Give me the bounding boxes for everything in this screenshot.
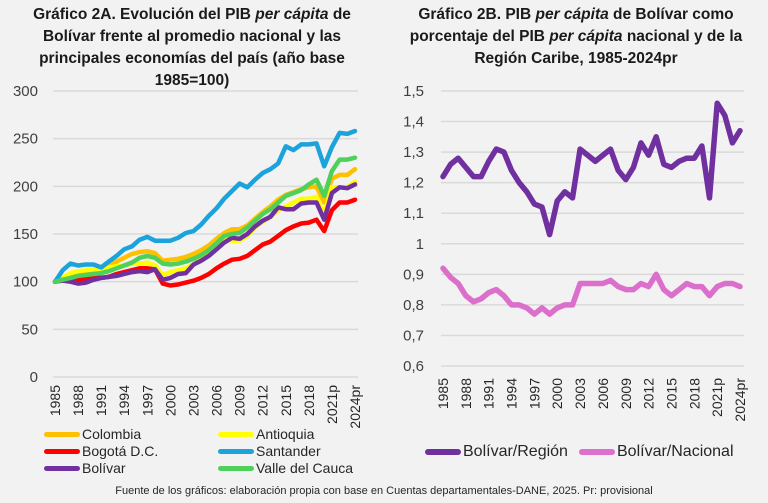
title-fragment: per cápita bbox=[255, 6, 329, 23]
legend-swatch bbox=[218, 431, 254, 437]
y-tick-label: 0,6 bbox=[403, 358, 424, 375]
x-tick-label: 2015 bbox=[663, 378, 679, 409]
chart-a-title: Gráfico 2A. Evolución del PIB per cápita… bbox=[0, 4, 384, 92]
legend-item: Bolívar/Nacional bbox=[579, 443, 734, 461]
y-tick-label: 0,7 bbox=[403, 327, 424, 344]
y-tick-label: 100 bbox=[13, 274, 38, 291]
series-line-bol-var-nacional bbox=[440, 265, 743, 317]
legend-item: Colombia bbox=[44, 426, 141, 442]
y-tick-label: 1,1 bbox=[403, 205, 424, 222]
legend-swatch bbox=[44, 448, 80, 454]
title-fragment: per cápita bbox=[549, 28, 623, 45]
y-tick-label: 1,3 bbox=[403, 144, 424, 161]
y-tick-label: 0,9 bbox=[403, 266, 424, 283]
x-tick-label: 2021p bbox=[324, 385, 340, 424]
legend-swatch bbox=[579, 449, 615, 455]
x-tick-label: 1985 bbox=[435, 378, 451, 409]
x-tick-label: 1988 bbox=[70, 385, 86, 416]
legend-label: Valle del Cauca bbox=[256, 460, 354, 476]
x-tick-label: 1997 bbox=[139, 385, 155, 416]
x-tick-label: 2003 bbox=[185, 385, 201, 416]
chart-a-plot: 0 50 100 150 200 250 300 1985 1988 1991 1994 1997 20… bbox=[13, 83, 363, 429]
series-line-bol-var bbox=[52, 182, 358, 286]
legend-item: Antioquia bbox=[218, 426, 314, 442]
chart-b-plot: 0,6 0,7 0,8 0,9 1 1,1 1,2 1,3 1,4 1,5 1985 1988 1991… bbox=[403, 83, 748, 422]
y-tick-label: 1,2 bbox=[403, 175, 424, 192]
x-tick-label: 1991 bbox=[481, 378, 497, 409]
legend-label: Santander bbox=[256, 443, 321, 459]
x-tick-label: 2024pr bbox=[347, 385, 363, 429]
x-tick-label: 2003 bbox=[572, 378, 588, 409]
x-tick-label: 1994 bbox=[116, 385, 132, 416]
x-tick-label: 1985 bbox=[47, 385, 63, 416]
y-tick-label: 250 bbox=[13, 131, 38, 148]
y-tick-label: 1 bbox=[416, 236, 424, 253]
legend-swatch bbox=[218, 465, 254, 471]
y-tick-label: 50 bbox=[21, 321, 38, 338]
x-tick-label: 1988 bbox=[458, 378, 474, 409]
y-tick-label: 200 bbox=[13, 178, 38, 195]
legend-swatch bbox=[44, 431, 80, 437]
y-tick-label: 150 bbox=[13, 226, 38, 243]
x-tick-label: 2015 bbox=[278, 385, 294, 416]
legend-label: Bolívar/Región bbox=[463, 443, 568, 460]
x-tick-label: 2006 bbox=[595, 378, 611, 409]
title-fragment: de Bolívar como porcentaje del PIB bbox=[409, 6, 734, 45]
legend-label: Colombia bbox=[82, 426, 142, 442]
x-tick-label: 2012 bbox=[255, 385, 271, 416]
y-tick-label: 0,8 bbox=[403, 297, 424, 314]
x-tick-label: 2000 bbox=[162, 385, 178, 416]
y-tick-label: 1,5 bbox=[403, 83, 424, 100]
legend-swatch bbox=[218, 448, 254, 454]
legend-label: Antioquia bbox=[256, 426, 315, 442]
y-tick-label: 300 bbox=[13, 83, 38, 100]
x-tick-label: 1997 bbox=[526, 378, 542, 409]
x-tick-label: 2006 bbox=[209, 385, 225, 416]
x-tick-label: 1994 bbox=[504, 378, 520, 409]
x-tick-label: 2018 bbox=[686, 378, 702, 409]
series-line-santander bbox=[52, 128, 358, 284]
legend-swatch bbox=[44, 465, 80, 471]
legend-label: Bolívar/Nacional bbox=[617, 443, 734, 460]
legend-item: Bolívar bbox=[44, 460, 126, 476]
legend-item: Valle del Cauca bbox=[218, 460, 353, 476]
x-tick-label: 2024pr bbox=[732, 378, 748, 422]
title-fragment: Gráfico 2B. PIB bbox=[418, 6, 536, 23]
x-tick-label: 1991 bbox=[93, 385, 109, 416]
title-fragment: per cápita bbox=[535, 6, 609, 23]
source-footer: Fuente de los gráficos: elaboración prop… bbox=[115, 485, 653, 497]
x-tick-label: 2009 bbox=[618, 378, 634, 409]
legend-label: Bolívar bbox=[82, 460, 126, 476]
x-tick-label: 2012 bbox=[641, 378, 657, 409]
series-line-valle-del-cauca bbox=[52, 155, 358, 284]
x-tick-label: 2018 bbox=[301, 385, 317, 416]
x-tick-label: 2009 bbox=[232, 385, 248, 416]
title-fragment: Gráfico 2A. Evolución del PIB bbox=[33, 6, 256, 23]
legend-item: Bogotá D.C. bbox=[44, 443, 158, 459]
title-fragment: de Bolívar frente al promedio nacional y… bbox=[39, 6, 351, 89]
title-fragment: nacional y de la Región Caribe, 1985-202… bbox=[474, 28, 743, 67]
series-line-bol-var-regi-n bbox=[440, 100, 743, 238]
y-tick-label: 0 bbox=[30, 369, 38, 386]
x-tick-label: 2021p bbox=[709, 378, 725, 417]
chart-b-title: Gráfico 2B. PIB per cápita de Bolívar co… bbox=[384, 4, 768, 70]
legend-label: Bogotá D.C. bbox=[82, 443, 159, 459]
legend-item: Santander bbox=[218, 443, 321, 459]
legend-item: Bolívar/Región bbox=[425, 443, 568, 461]
legend-swatch bbox=[425, 449, 461, 455]
x-tick-label: 2000 bbox=[549, 378, 565, 409]
y-tick-label: 1,4 bbox=[403, 114, 424, 131]
